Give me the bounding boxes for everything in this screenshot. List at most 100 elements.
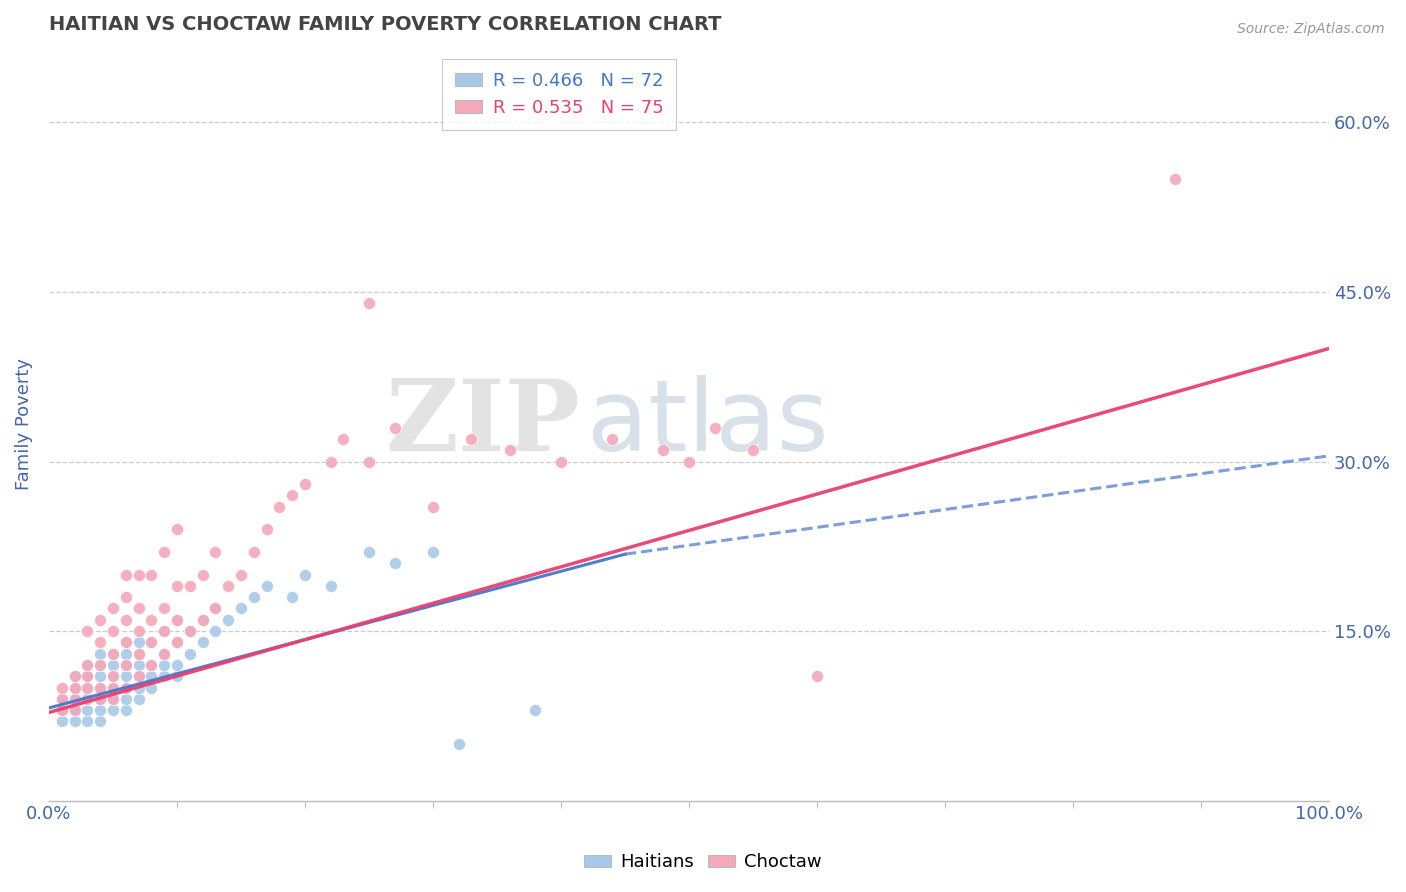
Point <box>204 601 226 615</box>
Point <box>128 681 150 695</box>
Point <box>89 669 111 683</box>
Point <box>294 477 316 491</box>
Point <box>114 703 136 717</box>
Point <box>678 454 700 468</box>
Point <box>128 692 150 706</box>
Point <box>217 613 239 627</box>
Point <box>447 737 470 751</box>
Point <box>524 703 547 717</box>
Point <box>460 432 482 446</box>
Point <box>89 692 111 706</box>
Point <box>357 454 380 468</box>
Point <box>114 590 136 604</box>
Point <box>63 681 86 695</box>
Point <box>101 624 124 638</box>
Y-axis label: Family Poverty: Family Poverty <box>15 358 32 490</box>
Point <box>76 681 98 695</box>
Point <box>141 657 163 672</box>
Point <box>114 613 136 627</box>
Point <box>153 624 176 638</box>
Point <box>114 681 136 695</box>
Text: atlas: atlas <box>586 376 828 472</box>
Point <box>63 692 86 706</box>
Point <box>63 692 86 706</box>
Point <box>114 635 136 649</box>
Point <box>101 647 124 661</box>
Point <box>256 522 278 536</box>
Legend: R = 0.466   N = 72, R = 0.535   N = 75: R = 0.466 N = 72, R = 0.535 N = 75 <box>441 60 676 129</box>
Point <box>76 669 98 683</box>
Point <box>128 624 150 638</box>
Point <box>1164 172 1187 186</box>
Point <box>51 681 73 695</box>
Point <box>204 545 226 559</box>
Point <box>703 420 725 434</box>
Point <box>76 703 98 717</box>
Point <box>550 454 572 468</box>
Point <box>128 635 150 649</box>
Point <box>141 613 163 627</box>
Point <box>114 647 136 661</box>
Point <box>89 657 111 672</box>
Point <box>153 647 176 661</box>
Point <box>101 669 124 683</box>
Point <box>101 681 124 695</box>
Point <box>191 613 214 627</box>
Point <box>89 613 111 627</box>
Point <box>101 657 124 672</box>
Point <box>191 635 214 649</box>
Point <box>422 545 444 559</box>
Point <box>63 703 86 717</box>
Point <box>422 500 444 514</box>
Point <box>128 669 150 683</box>
Point <box>89 681 111 695</box>
Point <box>229 567 252 582</box>
Text: Source: ZipAtlas.com: Source: ZipAtlas.com <box>1237 22 1385 37</box>
Point <box>141 635 163 649</box>
Point <box>153 601 176 615</box>
Point <box>141 681 163 695</box>
Point <box>128 669 150 683</box>
Point <box>76 669 98 683</box>
Point <box>63 703 86 717</box>
Point <box>600 432 623 446</box>
Point <box>179 647 201 661</box>
Point <box>114 681 136 695</box>
Point <box>101 692 124 706</box>
Point <box>153 657 176 672</box>
Point <box>281 590 304 604</box>
Point <box>166 522 188 536</box>
Point <box>89 681 111 695</box>
Point <box>242 545 264 559</box>
Point <box>101 703 124 717</box>
Point <box>217 579 239 593</box>
Point <box>128 657 150 672</box>
Point <box>128 647 150 661</box>
Point <box>256 579 278 593</box>
Point <box>89 703 111 717</box>
Point <box>742 443 765 458</box>
Legend: Haitians, Choctaw: Haitians, Choctaw <box>576 847 830 879</box>
Point <box>384 420 406 434</box>
Point <box>294 567 316 582</box>
Point <box>153 647 176 661</box>
Point <box>51 714 73 729</box>
Point <box>806 669 828 683</box>
Point <box>141 657 163 672</box>
Point <box>319 454 342 468</box>
Point <box>63 703 86 717</box>
Point <box>51 692 73 706</box>
Point <box>76 624 98 638</box>
Point <box>166 579 188 593</box>
Point <box>114 657 136 672</box>
Point <box>89 714 111 729</box>
Point <box>101 601 124 615</box>
Point <box>166 669 188 683</box>
Point <box>166 613 188 627</box>
Point <box>51 703 73 717</box>
Text: ZIP: ZIP <box>385 376 581 472</box>
Point <box>141 669 163 683</box>
Point <box>166 635 188 649</box>
Point <box>114 692 136 706</box>
Point <box>63 681 86 695</box>
